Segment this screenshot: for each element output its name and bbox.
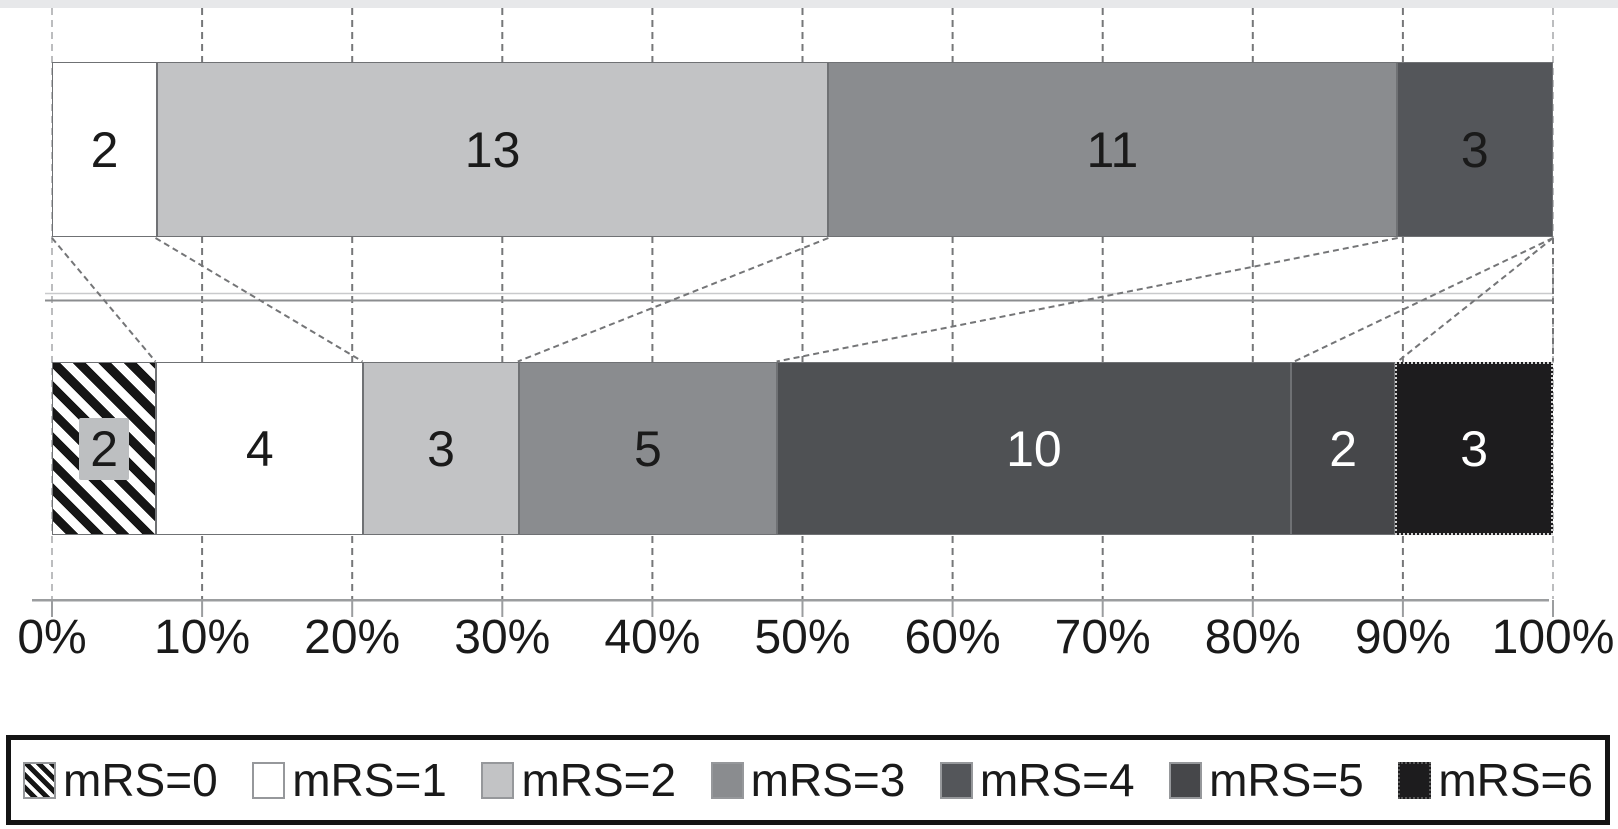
axis-tick-label-70: 70%: [1054, 611, 1151, 664]
bar-segment-lower-mrs6: 3: [1395, 362, 1553, 535]
legend-item-mrs6: mRS=6: [1398, 757, 1593, 803]
bar-segment-upper-mrs4: 3: [1396, 62, 1554, 237]
axis-tick-label-20: 20%: [304, 611, 401, 664]
segment-value-label: 3: [427, 420, 455, 477]
legend-swatch-lightgray: [481, 761, 515, 799]
connector-mRS=2: [155, 237, 364, 363]
connector-mRS=4: [776, 237, 1398, 363]
legend-label: mRS=1: [292, 754, 447, 806]
legend-item-mrs1: mRS=1: [252, 757, 447, 803]
bar-segment-upper-mrs2: 13: [156, 62, 829, 237]
connector-mRS=5: [1293, 237, 1554, 363]
legend-swatch-midgray: [710, 761, 744, 799]
legend-label: mRS=5: [1209, 754, 1364, 806]
legend-label: mRS=3: [750, 754, 906, 806]
axis-tick-label-0: 0%: [17, 611, 87, 664]
axis-tick-label-90: 90%: [1354, 611, 1451, 664]
bar-segment-upper-mrs1: 2: [52, 62, 157, 237]
legend-item-mrs2: mRS=2: [481, 757, 676, 803]
axis-tick-label-80: 80%: [1204, 611, 1301, 664]
segment-value-label: 4: [245, 420, 274, 477]
connector-mRS=6: [1397, 237, 1554, 363]
legend-label: mRS=2: [521, 754, 677, 806]
segment-value-label: 5: [633, 420, 662, 477]
bar-segment-upper-mrs3: 11: [828, 62, 1397, 237]
bar-segment-lower-mrs4: 10: [776, 362, 1291, 535]
segment-value-label: 10: [1006, 420, 1062, 477]
bar-segment-lower-mrs1: 4: [156, 362, 364, 535]
axis-tick-label-60: 60%: [904, 611, 1001, 664]
axis-tick-label-40: 40%: [604, 611, 701, 664]
segment-value-label: 3: [1460, 420, 1489, 477]
legend-swatch-white: [252, 761, 286, 799]
lower-bar: 2 4 3 5 10 2 3: [52, 362, 1553, 535]
legend-swatch-darkgray: [939, 761, 973, 799]
bar-segment-lower-mrs3: 5: [518, 362, 777, 535]
segment-value-label: 13: [464, 121, 521, 178]
legend: mRS=0 mRS=1 mRS=2 mRS=3 mRS=4 mRS=5 mRS=…: [6, 735, 1610, 825]
segment-value-label: 11: [1086, 121, 1139, 178]
legend-label: mRS=6: [1438, 754, 1593, 806]
legend-item-mrs4: mRS=4: [939, 754, 1135, 806]
legend-swatch-black: [1398, 761, 1432, 799]
segment-value-label: 2: [1329, 420, 1358, 477]
segment-value-label: 2: [79, 417, 130, 480]
plot-top-border: [0, 0, 1618, 8]
axis-tick-label-10: 10%: [154, 611, 251, 664]
legend-item-mrs0: mRS=0: [23, 757, 218, 803]
segment-value-label: 2: [90, 121, 119, 178]
upper-bar: 2 13 11 3: [52, 62, 1554, 237]
bar-segment-lower-mrs5: 2: [1290, 362, 1396, 535]
bar-segment-lower-mrs0: 2: [52, 362, 157, 535]
connector-mRS=3: [517, 237, 829, 363]
axis-tick-label-30: 30%: [454, 611, 551, 664]
legend-label: mRS=0: [63, 754, 218, 806]
connector-mRS=1: [51, 237, 157, 363]
axis-tick-label-100: 100%: [1491, 611, 1615, 664]
bar-segment-lower-mrs2: 3: [363, 362, 519, 535]
axis-tick-label-50: 50%: [754, 611, 851, 664]
legend-label: mRS=4: [979, 754, 1135, 806]
legend-swatch-hatched: [23, 761, 56, 799]
legend-item-mrs5: mRS=5: [1169, 757, 1364, 803]
segment-value-label: 3: [1460, 121, 1489, 178]
legend-swatch-darkergray: [1169, 761, 1203, 799]
legend-item-mrs3: mRS=3: [710, 754, 906, 806]
